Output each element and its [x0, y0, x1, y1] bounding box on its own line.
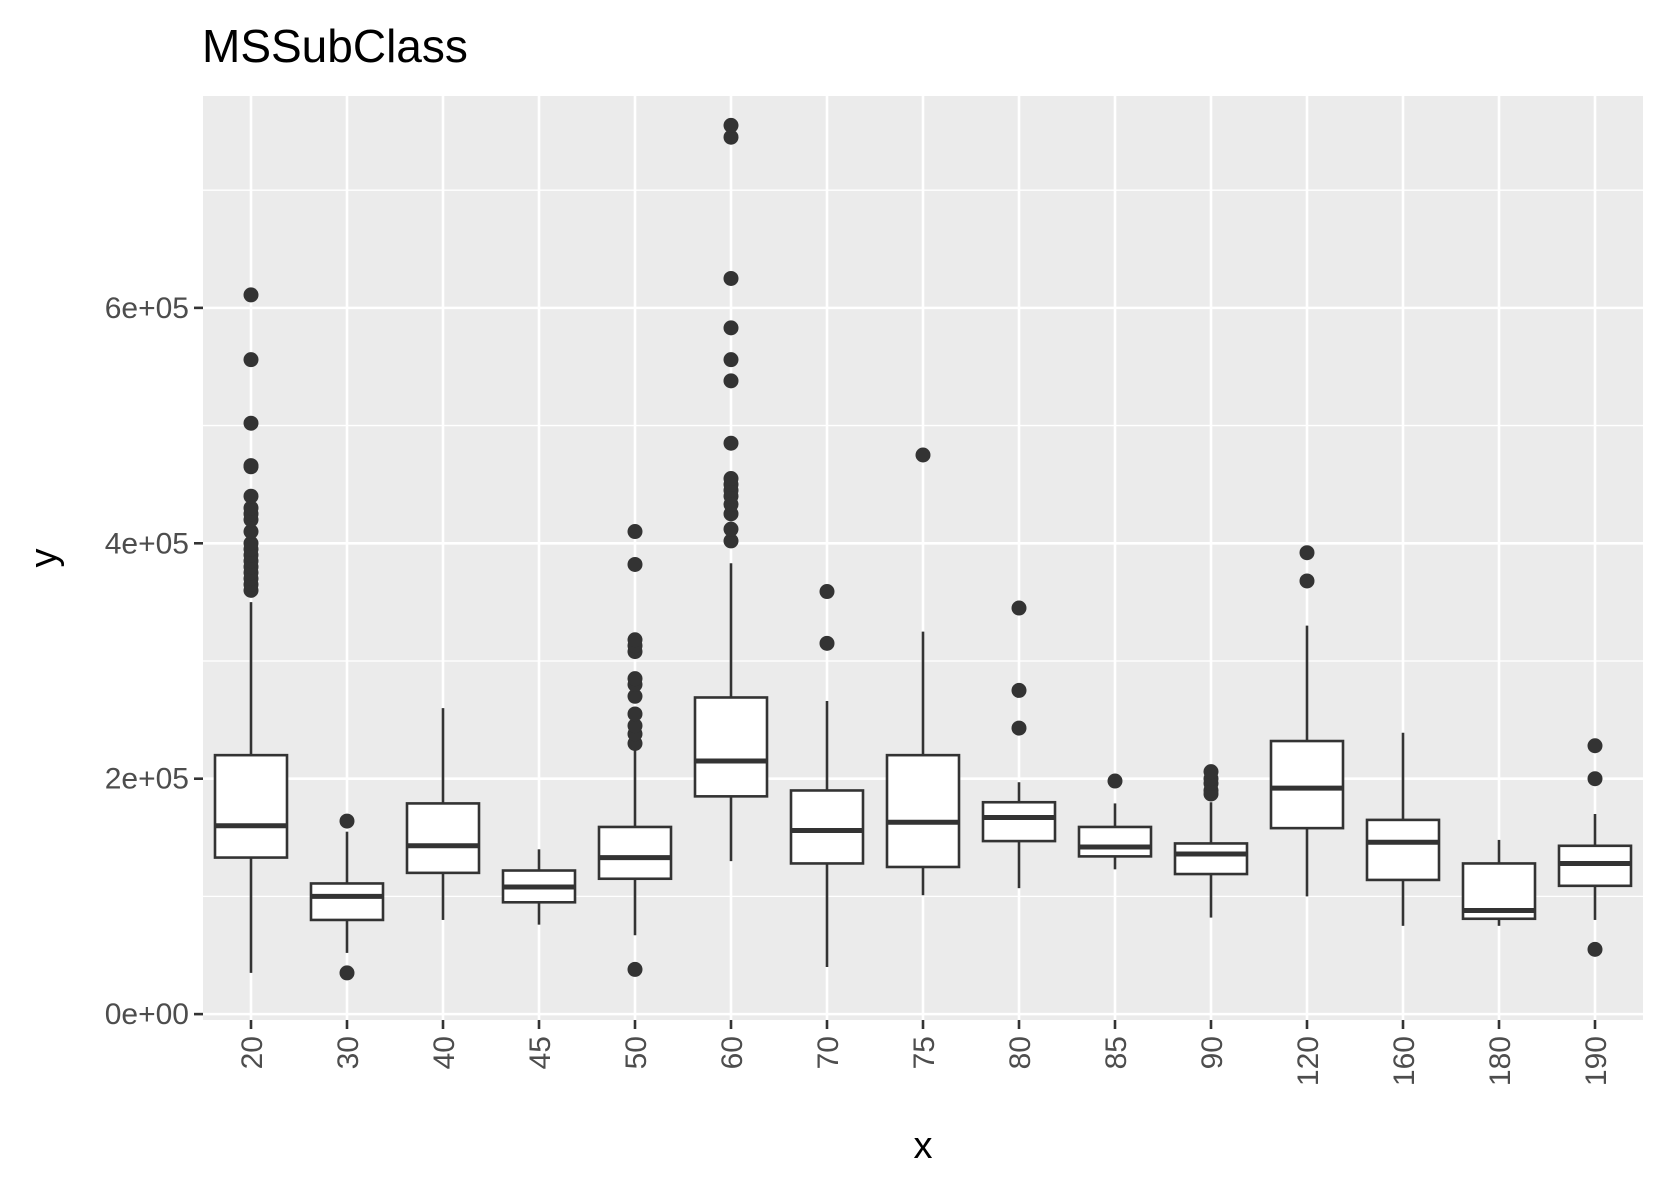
- box-iqr: [309, 882, 385, 922]
- box-190: [1557, 738, 1633, 957]
- box-160: [1365, 732, 1441, 926]
- x-axis-label: x: [914, 1125, 933, 1167]
- outlier-point: [723, 129, 739, 145]
- outlier-point: [1011, 682, 1027, 698]
- box-180: [1461, 839, 1537, 926]
- outlier-point: [627, 632, 643, 648]
- y-tick-label: 6e+05: [105, 292, 189, 325]
- box-75: [885, 447, 961, 896]
- chart-title: MSSubClass: [202, 20, 468, 72]
- x-tick-label: 30: [332, 1036, 365, 1069]
- outlier-point: [915, 447, 931, 463]
- box-120: [1269, 545, 1345, 897]
- outlier-point: [819, 584, 835, 600]
- outlier-point: [723, 471, 739, 487]
- x-tick-label: 160: [1388, 1036, 1421, 1086]
- x-tick-label: 120: [1292, 1036, 1325, 1086]
- x-tick-label: 75: [908, 1036, 941, 1069]
- x-axis: 20 30 40 45 50 60 70 75 80 85 90 120 160 180 190: [236, 1020, 1613, 1086]
- x-tick-label: 40: [428, 1036, 461, 1069]
- outlier-point: [723, 117, 739, 133]
- outlier-point: [243, 287, 259, 303]
- y-tick-label: 0e+00: [105, 998, 189, 1031]
- box-iqr: [885, 753, 961, 869]
- x-tick-label: 80: [1004, 1036, 1037, 1069]
- outlier-point: [243, 500, 259, 516]
- box-40: [405, 708, 481, 920]
- outlier-point: [723, 533, 739, 549]
- x-tick-label: 190: [1580, 1036, 1613, 1086]
- outlier-point: [243, 524, 259, 540]
- box-60: [693, 117, 769, 862]
- outlier-point: [723, 352, 739, 368]
- outlier-point: [243, 535, 259, 551]
- outlier-point: [1587, 941, 1603, 957]
- outlier-point: [339, 813, 355, 829]
- outlier-point: [1299, 573, 1315, 589]
- x-tick-label: 60: [716, 1036, 749, 1069]
- box-45: [501, 849, 577, 925]
- outlier-point: [723, 270, 739, 286]
- box-85: [1077, 773, 1153, 870]
- box-iqr: [1173, 842, 1249, 876]
- y-tick-label: 2e+05: [105, 763, 189, 796]
- outlier-point: [723, 320, 739, 336]
- x-tick-label: 20: [236, 1036, 269, 1069]
- outlier-point: [339, 965, 355, 981]
- box-iqr: [405, 802, 481, 875]
- outlier-point: [243, 352, 259, 368]
- outlier-point: [1203, 764, 1219, 780]
- x-tick-label: 45: [524, 1036, 557, 1069]
- outlier-point: [1299, 545, 1315, 561]
- x-tick-label: 70: [812, 1036, 845, 1069]
- outlier-point: [1587, 738, 1603, 754]
- x-tick-label: 85: [1100, 1036, 1133, 1069]
- outlier-point: [723, 435, 739, 451]
- outlier-point: [627, 961, 643, 977]
- outlier-point: [627, 524, 643, 540]
- outlier-point: [1011, 600, 1027, 616]
- box-70: [789, 584, 865, 968]
- outlier-point: [243, 458, 259, 474]
- box-iqr: [213, 753, 289, 859]
- outlier-point: [1587, 771, 1603, 787]
- outlier-point: [627, 718, 643, 734]
- x-tick-label: 50: [620, 1036, 653, 1069]
- outlier-point: [627, 706, 643, 722]
- box-iqr: [1077, 825, 1153, 858]
- outlier-point: [243, 488, 259, 504]
- y-tick-label: 4e+05: [105, 527, 189, 560]
- outlier-point: [1107, 773, 1123, 789]
- box-iqr: [789, 789, 865, 865]
- outlier-point: [819, 635, 835, 651]
- outlier-point: [723, 521, 739, 537]
- box-80: [981, 600, 1057, 889]
- box-50: [597, 524, 673, 977]
- box-iqr: [693, 696, 769, 798]
- outlier-point: [627, 688, 643, 704]
- boxes: [213, 117, 1633, 981]
- outlier-point: [1011, 720, 1027, 736]
- box-iqr: [1365, 818, 1441, 882]
- outlier-point: [627, 671, 643, 687]
- outlier-point: [723, 373, 739, 389]
- outlier-point: [627, 556, 643, 572]
- box-90: [1173, 764, 1249, 918]
- box-iqr: [981, 800, 1057, 843]
- box-iqr: [1269, 739, 1345, 830]
- x-tick-label: 180: [1484, 1036, 1517, 1086]
- y-axis-label: y: [23, 549, 65, 568]
- y-axis: 0e+00 2e+05 4e+05 6e+05: [105, 292, 203, 1031]
- outlier-point: [243, 415, 259, 431]
- box-iqr: [597, 825, 673, 881]
- box-20: [213, 287, 289, 973]
- box-30: [309, 813, 385, 981]
- x-tick-label: 90: [1196, 1036, 1229, 1069]
